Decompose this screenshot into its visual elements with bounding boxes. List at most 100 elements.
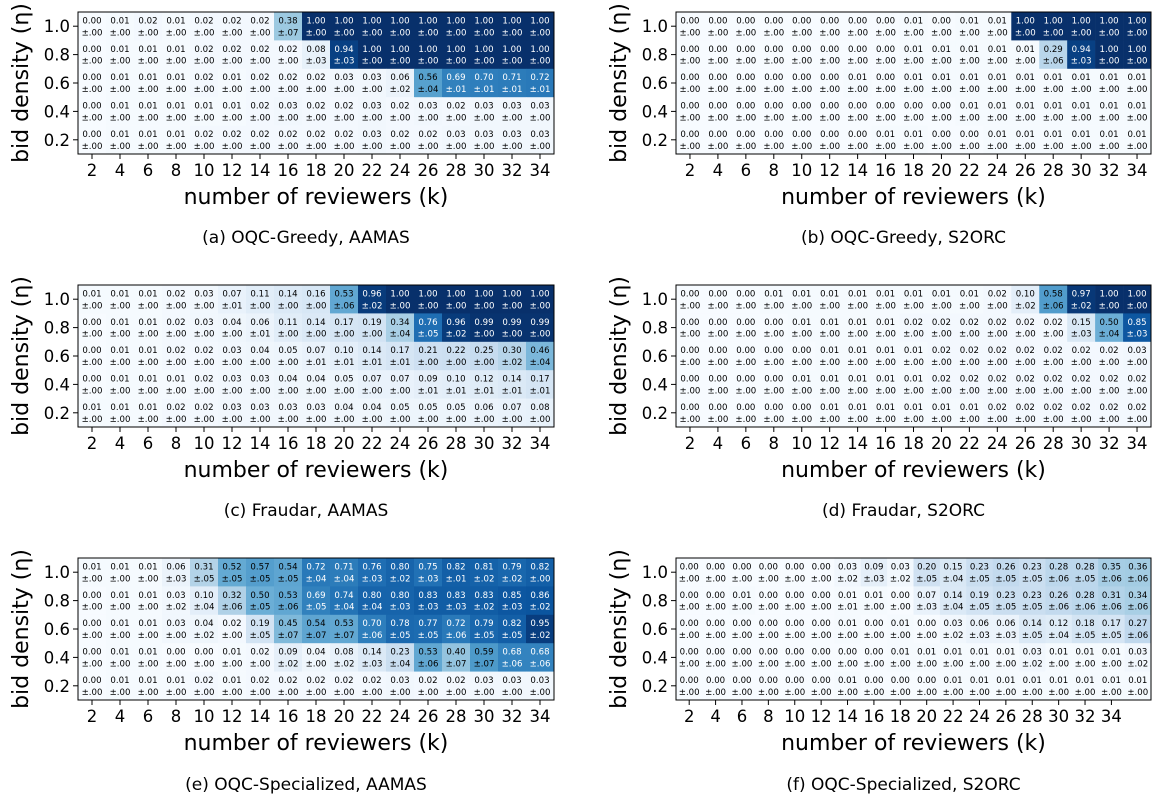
cell-value-label: 0.00 — [891, 591, 910, 601]
heatmap-cell — [815, 398, 844, 428]
cell-error-label: ±.00 — [931, 330, 952, 340]
x-tick-label: 16 — [278, 161, 299, 180]
heatmap-cell — [358, 12, 387, 41]
cell-error-label: ±.00 — [735, 142, 756, 152]
cell-value-label: 0.85 — [502, 591, 521, 601]
cell-error-label: ±.02 — [474, 574, 495, 584]
cell-error-label: ±.00 — [530, 415, 551, 425]
cell-value-label: 0.01 — [138, 318, 157, 328]
cell-error-label: ±.00 — [819, 142, 840, 152]
cell-error-label: ±.01 — [837, 603, 858, 613]
cell-value-label: 0.96 — [446, 318, 465, 328]
cell-value-label: 0.01 — [764, 289, 783, 299]
cell-error-label: ±.00 — [763, 330, 784, 340]
cell-value-label: 0.01 — [960, 403, 979, 413]
cell-error-label: ±.00 — [784, 574, 805, 584]
x-tick-label: 24 — [987, 161, 1008, 180]
heatmap-panel-2: 0.00±.000.00±.000.00±.000.00±.000.00±.00… — [607, 3, 1152, 248]
heatmap-cell — [246, 614, 275, 644]
x-tick-label: 32 — [1075, 707, 1096, 726]
cell-error-label: ±.00 — [903, 142, 924, 152]
x-tick-label: 14 — [837, 707, 858, 726]
cell-value-label: 0.01 — [1049, 648, 1068, 658]
cell-error-label: ±.06 — [1127, 574, 1148, 584]
heatmap-cell — [358, 643, 387, 672]
cell-error-label: ±.00 — [222, 330, 243, 340]
cell-value-label: 0.00 — [764, 102, 783, 112]
heatmap-cell — [330, 643, 359, 672]
cell-error-label: ±.00 — [863, 631, 884, 641]
heatmap-cell — [498, 586, 527, 616]
heatmap-cell — [190, 370, 219, 399]
heatmap-cell — [274, 125, 303, 155]
heatmap-cell — [992, 558, 1020, 587]
cell-error-label: ±.00 — [1071, 358, 1092, 368]
x-tick-label: 4 — [713, 161, 724, 180]
cell-error-label: ±.05 — [418, 631, 439, 641]
cell-error-label: ±.00 — [138, 574, 159, 584]
cell-value-label: 1.00 — [418, 289, 437, 299]
heatmap-cell — [274, 68, 303, 98]
cell-value-label: 0.01 — [166, 130, 185, 140]
cell-error-label: ±.05 — [1022, 603, 1043, 613]
cell-value-label: 0.09 — [418, 375, 437, 385]
heatmap-panel-4: 0.00±.000.00±.000.00±.000.01±.000.01±.00… — [607, 276, 1152, 521]
cell-value-label: 0.95 — [530, 619, 549, 629]
cell-error-label: ±.07 — [334, 631, 355, 641]
cell-value-label: 0.00 — [82, 318, 101, 328]
heatmap-cell — [358, 125, 387, 155]
cell-error-label: ±.00 — [791, 85, 812, 95]
cell-error-label: ±.05 — [250, 631, 271, 641]
cell-value-label: 0.02 — [1044, 346, 1063, 356]
heatmap-cell — [78, 285, 107, 314]
cell-value-label: 0.03 — [474, 676, 493, 686]
cell-value-label: 0.01 — [138, 73, 157, 83]
cell-value-label: 0.07 — [362, 375, 381, 385]
x-tick-label: 32 — [502, 707, 523, 726]
x-axis-label: number of reviewers (k) — [781, 185, 1046, 210]
heatmap-cell — [106, 341, 135, 371]
heatmap-cell — [190, 586, 219, 616]
heatmap-cell — [358, 614, 387, 644]
heatmap-cell — [927, 370, 956, 399]
heatmap-cell — [498, 68, 527, 98]
cell-value-label: 0.02 — [306, 676, 325, 686]
x-tick-label: 30 — [1048, 707, 1069, 726]
cell-value-label: 0.03 — [1127, 346, 1146, 356]
heatmap-cell — [218, 586, 247, 616]
cell-error-label: ±.00 — [1127, 386, 1148, 396]
heatmap-cell — [759, 313, 789, 343]
cell-error-label: ±.01 — [530, 386, 551, 396]
cell-value-label: 0.53 — [334, 619, 353, 629]
cell-error-label: ±.03 — [969, 631, 990, 641]
heatmap-cell — [414, 12, 443, 41]
heatmap-cell — [787, 370, 816, 399]
heatmap-cell — [78, 313, 107, 343]
panel-caption: (c) Fraudar, AAMAS — [224, 501, 389, 521]
cell-error-label: ±.00 — [811, 603, 832, 613]
cell-error-label: ±.00 — [334, 415, 355, 425]
x-tick-label: 26 — [418, 434, 439, 453]
cell-value-label: 0.02 — [194, 16, 213, 26]
cell-value-label: 1.00 — [390, 45, 409, 55]
cell-error-label: ±.04 — [362, 603, 383, 613]
cell-error-label: ±.00 — [446, 113, 467, 123]
heatmap-cell — [1071, 643, 1099, 672]
cell-value-label: 0.00 — [708, 318, 727, 328]
cell-error-label: ±.02 — [1015, 301, 1036, 311]
heatmap-cell — [106, 40, 135, 70]
heatmap-cell — [386, 68, 415, 98]
cell-value-label: 0.02 — [278, 676, 297, 686]
cell-error-label: ±.00 — [194, 113, 215, 123]
cell-error-label: ±.00 — [334, 28, 355, 38]
cell-value-label: 0.30 — [502, 346, 521, 356]
heatmap-cell — [834, 671, 862, 701]
cell-value-label: 0.01 — [904, 289, 923, 299]
heatmap-cell — [702, 586, 730, 616]
cell-value-label: 0.00 — [732, 676, 751, 686]
heatmap-cell — [134, 68, 163, 98]
cell-error-label: ±.00 — [278, 142, 299, 152]
heatmap-cell — [676, 97, 705, 126]
cell-value-label: 0.02 — [194, 676, 213, 686]
heatmap-cell — [498, 558, 527, 587]
